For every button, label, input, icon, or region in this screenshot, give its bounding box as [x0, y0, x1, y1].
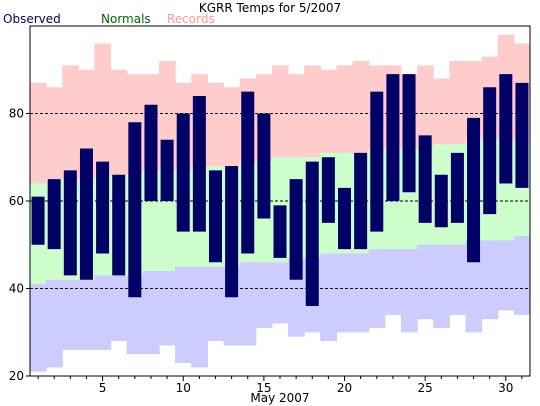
- below-normal-band: [62, 279, 79, 350]
- observed-bar: [144, 104, 158, 201]
- observed-bar: [386, 74, 400, 201]
- below-normal-band: [30, 284, 47, 372]
- below-normal-band: [497, 240, 515, 311]
- y-tick-label: 60: [9, 194, 24, 208]
- observed-bar: [128, 122, 142, 298]
- observed-bar: [289, 179, 303, 280]
- x-tick-label: 25: [418, 381, 433, 395]
- observed-bar: [450, 152, 464, 223]
- observed-bar: [273, 205, 287, 258]
- observed-bar: [96, 161, 110, 254]
- observed-bar: [338, 187, 352, 250]
- observed-bar: [225, 166, 239, 298]
- chart-title: KGRR Temps for 5/2007: [199, 1, 341, 15]
- y-tick-label: 20: [9, 369, 24, 383]
- below-normal-band: [400, 249, 418, 333]
- below-normal-band: [159, 271, 176, 346]
- below-normal-band: [191, 266, 208, 368]
- x-tick-label: 15: [256, 381, 271, 395]
- below-normal-band: [513, 236, 531, 315]
- below-normal-band: [239, 262, 257, 346]
- legend-records: Records: [167, 12, 215, 26]
- below-normal-band: [465, 240, 483, 333]
- x-axis: 5 10 15 20 25 30: [37, 376, 523, 395]
- x-tick-label: 20: [337, 381, 352, 395]
- observed-bar: [192, 96, 206, 232]
- observed-bar: [418, 135, 432, 223]
- observed-bar: [176, 113, 190, 232]
- observed-bar: [63, 170, 77, 276]
- observed-bar: [499, 74, 513, 184]
- y-axis: 20 40 60 80: [9, 107, 30, 383]
- x-axis-label: May 2007: [250, 391, 309, 405]
- observed-bars-layer: [31, 74, 529, 306]
- below-normal-band: [320, 253, 337, 341]
- observed-bar: [257, 113, 271, 219]
- x-tick-label: 30: [498, 381, 513, 395]
- y-tick-label: 80: [9, 107, 24, 121]
- observed-bar: [467, 117, 481, 263]
- legend-normals: Normals: [101, 12, 151, 26]
- below-normal-band: [207, 266, 225, 341]
- below-normal-band: [110, 275, 128, 341]
- below-normal-band: [481, 240, 499, 320]
- below-normal-band: [417, 244, 434, 320]
- observed-bar: [112, 174, 126, 276]
- below-normal-band: [433, 244, 450, 328]
- observed-bar: [241, 91, 255, 254]
- y-tick-label: 40: [9, 282, 24, 296]
- observed-bar: [47, 179, 61, 250]
- observed-bar: [79, 148, 93, 280]
- below-normal-band: [384, 249, 402, 315]
- observed-bar: [483, 87, 497, 215]
- observed-bar: [160, 139, 174, 201]
- observed-bar: [208, 170, 222, 263]
- x-tick-label: 10: [176, 381, 191, 395]
- below-normal-band: [46, 279, 63, 368]
- below-normal-band: [94, 275, 112, 350]
- x-tick-label: 5: [99, 381, 107, 395]
- observed-bar: [321, 157, 335, 223]
- observed-bar: [31, 196, 45, 245]
- below-normal-band: [78, 279, 96, 350]
- below-normal-band: [449, 244, 466, 315]
- observed-bar: [515, 82, 529, 188]
- below-normal-band: [352, 253, 370, 333]
- observed-bar: [370, 91, 384, 232]
- below-normal-band: [142, 271, 160, 355]
- legend-observed: Observed: [3, 12, 61, 26]
- observed-bar: [434, 174, 448, 228]
- observed-bar: [354, 152, 368, 250]
- observed-bar: [305, 161, 319, 306]
- below-normal-band: [336, 253, 354, 333]
- below-normal-band: [271, 262, 289, 324]
- observed-bar: [402, 74, 416, 193]
- below-normal-band: [175, 266, 192, 363]
- below-normal-band: [255, 262, 273, 328]
